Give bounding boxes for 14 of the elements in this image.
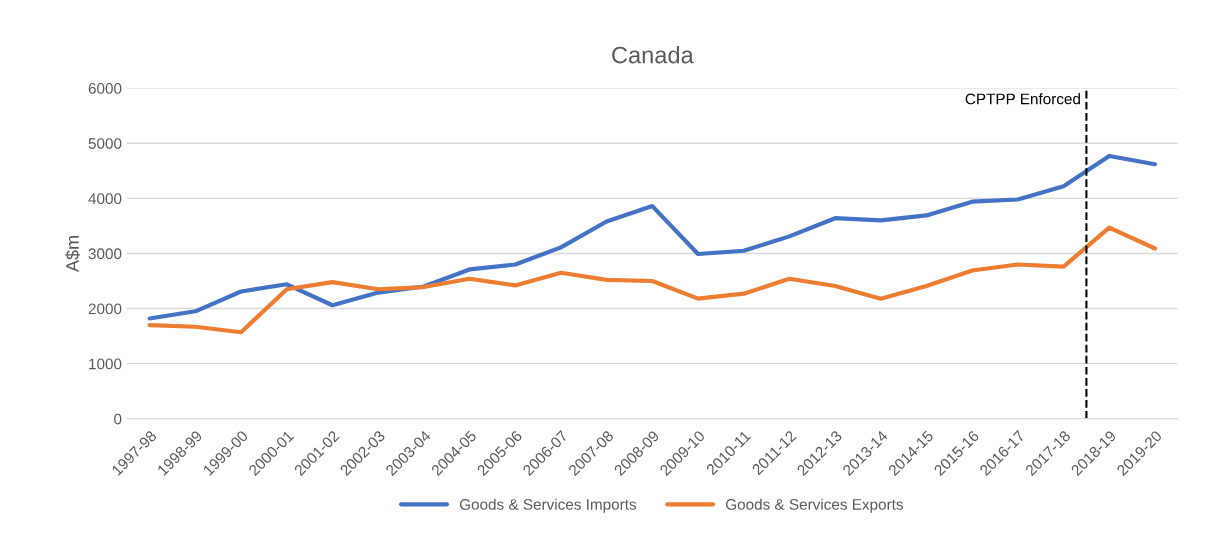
legend-label: Goods & Services Exports (725, 498, 903, 513)
y-tick-label: 3000 (88, 248, 122, 260)
y-tick-label: 5000 (88, 138, 122, 149)
y-tick-label: 2000 (88, 303, 122, 315)
legend-label: Goods & Services Imports (459, 498, 637, 513)
y-tick-label: 6000 (88, 83, 122, 94)
y-axis-title: A$m (65, 236, 80, 272)
ref-line-label: CPTPP Enforced (965, 93, 1080, 105)
chart-title: Canada (612, 46, 694, 64)
y-tick-label: 1000 (89, 358, 122, 370)
line-series (147, 153, 1158, 321)
y-tick-label: 4000 (88, 193, 122, 205)
y-tick-label: 0 (114, 413, 122, 425)
line-series (147, 225, 1158, 335)
